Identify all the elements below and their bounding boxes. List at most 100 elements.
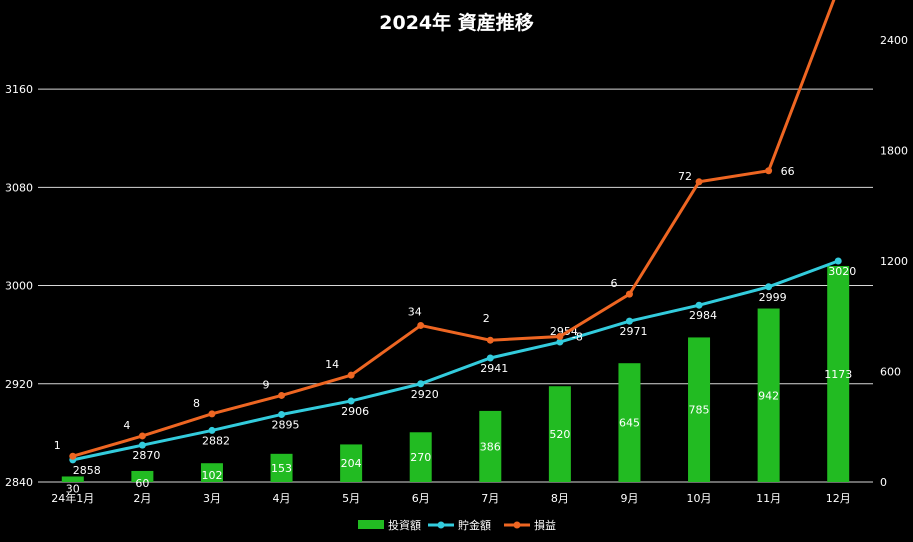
legend-label: 貯金額 [458, 518, 491, 532]
point-savings [208, 426, 216, 434]
point-profit [625, 290, 633, 298]
point-savings [486, 354, 494, 362]
bar-data-label: 204 [341, 457, 362, 470]
x-tick-label: 2月 [133, 492, 151, 505]
bar-data-label: 785 [689, 404, 710, 417]
y-right-tick-label: 1800 [880, 145, 908, 158]
bar-investment [340, 444, 363, 482]
x-tick-label: 12月 [826, 492, 851, 505]
profit-data-label: 14 [325, 358, 339, 371]
bar-investment [270, 453, 293, 482]
bar-data-label: 645 [619, 417, 640, 430]
point-profit [208, 410, 216, 418]
bar-data-label: 153 [271, 462, 292, 475]
bar-investment [61, 476, 84, 482]
y-left-tick-label: 3080 [5, 181, 33, 194]
bar-data-label: 942 [758, 389, 779, 402]
x-tick-label: 24年1月 [51, 491, 94, 505]
line-profit [72, 0, 836, 458]
bar-investment [688, 337, 711, 482]
bar-investment [131, 470, 154, 482]
legend-swatch-marker [513, 521, 521, 529]
profit-data-label: 8 [193, 397, 200, 410]
profit-data-label: 72 [678, 170, 692, 183]
legend-label: 損益 [534, 518, 556, 532]
x-tick-label: 10月 [687, 492, 712, 505]
savings-data-label: 2999 [759, 291, 787, 304]
x-tick-label: 11月 [756, 492, 781, 505]
profit-data-label: 6 [610, 277, 617, 290]
x-tick-label: 9月 [620, 492, 638, 505]
bar-data-label: 60 [135, 477, 149, 490]
point-savings [556, 338, 564, 346]
bar-data-label: 520 [549, 428, 570, 441]
savings-data-label: 2882 [202, 434, 230, 447]
y-left-tick-label: 2920 [5, 378, 33, 391]
point-profit [765, 167, 773, 175]
line-savings [72, 259, 839, 462]
point-profit [138, 432, 146, 440]
x-tick-label: 6月 [412, 492, 430, 505]
profit-data-label: 1 [54, 439, 61, 452]
savings-data-label: 2920 [411, 388, 439, 401]
savings-data-label: 2984 [689, 309, 717, 322]
profit-data-label: 34 [408, 305, 422, 318]
legend-swatch [358, 520, 384, 529]
point-savings [765, 283, 773, 291]
profit-data-label: 4 [123, 419, 130, 432]
point-savings [278, 410, 286, 418]
bar-investment [618, 363, 641, 482]
savings-data-label: 2941 [480, 362, 508, 375]
point-profit [278, 391, 286, 399]
bar-investment [479, 410, 502, 482]
bar-investment [548, 386, 571, 482]
y-left-tick-label: 2840 [5, 476, 33, 489]
x-tick-label: 8月 [551, 492, 569, 505]
point-savings [695, 301, 703, 309]
x-tick-label: 4月 [273, 492, 291, 505]
profit-data-label: -8 [572, 331, 583, 344]
point-savings [625, 317, 633, 325]
point-savings [347, 397, 355, 405]
x-tick-label: 7月 [481, 492, 499, 505]
y-right-tick-label: 1200 [880, 255, 908, 268]
bar-data-label: 270 [410, 451, 431, 464]
y-right-tick-label: 0 [880, 476, 887, 489]
point-profit [417, 321, 425, 329]
savings-data-label: 2858 [73, 464, 101, 477]
savings-data-label: 2971 [619, 325, 647, 338]
x-tick-label: 3月 [203, 492, 221, 505]
savings-data-label: 2895 [272, 418, 300, 431]
profit-data-label: 66 [781, 165, 795, 178]
bar-investment [200, 463, 223, 482]
x-tick-label: 5月 [342, 492, 360, 505]
savings-data-label: 2906 [341, 405, 369, 418]
bar-investment [409, 432, 432, 482]
legend-label: 投資額 [388, 518, 421, 532]
y-left-tick-label: 3000 [5, 280, 33, 293]
point-savings [417, 380, 425, 388]
point-profit [556, 333, 564, 341]
savings-data-label: 2870 [132, 449, 160, 462]
point-profit [486, 336, 494, 344]
bar-data-label: 1173 [824, 368, 852, 381]
point-profit [69, 452, 77, 460]
bar-data-label: 102 [201, 469, 222, 482]
point-profit [347, 371, 355, 379]
point-savings [834, 257, 842, 265]
point-savings [138, 441, 146, 449]
point-profit [695, 178, 703, 186]
savings-data-label: 3020 [828, 265, 856, 278]
bar-data-label: 30 [66, 482, 80, 495]
legend-swatch-marker [437, 521, 445, 529]
y-left-tick-label: 3160 [5, 83, 33, 96]
bar-data-label: 386 [480, 440, 501, 453]
bar-investment [827, 265, 850, 482]
chart-title: 2024年 資産推移 [379, 12, 534, 34]
profit-data-label: 9 [263, 378, 270, 391]
bar-investment [757, 308, 780, 482]
profit-data-label: 2 [483, 312, 490, 325]
y-right-tick-label: 600 [880, 366, 901, 379]
